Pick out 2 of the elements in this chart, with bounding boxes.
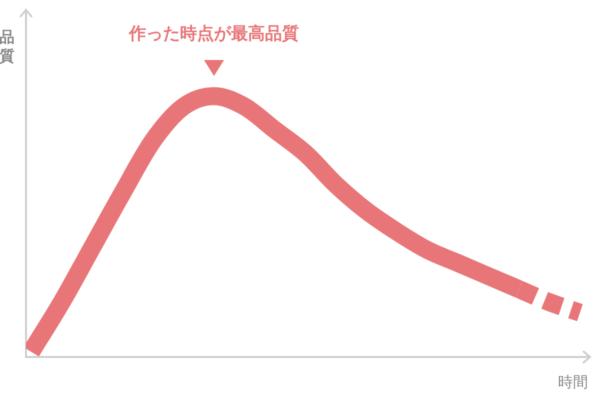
x-axis-title: 時間 [558,373,588,392]
text: 作った時点が最高品質 [128,23,300,45]
